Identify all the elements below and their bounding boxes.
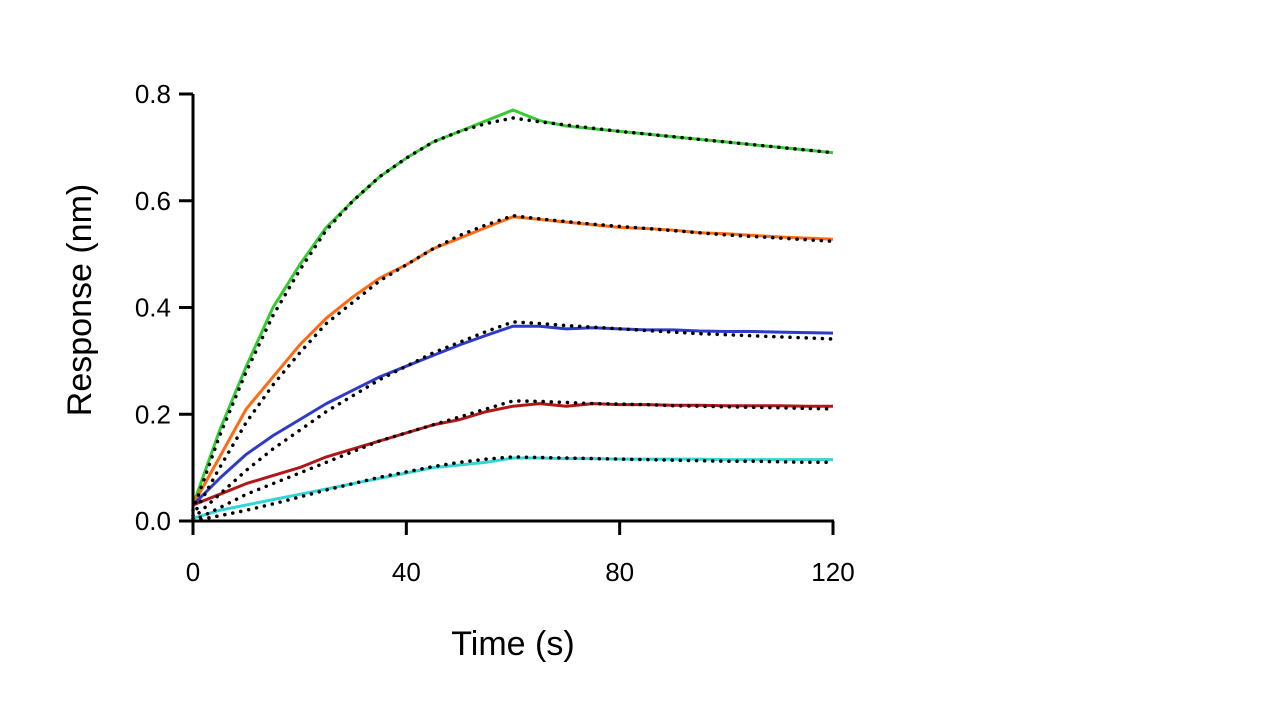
x-tick-label: 80 — [605, 557, 634, 587]
y-tick-label: 0.4 — [135, 293, 171, 323]
fit-line-1 — [191, 116, 835, 513]
series-line-2 — [191, 215, 834, 506]
y-tick-label: 0.6 — [135, 186, 171, 216]
x-tick-label: 0 — [186, 557, 200, 587]
y-tick-label: 0.8 — [135, 79, 171, 109]
axes: 0 40 80 120 0.0 0.2 0.4 0.6 0.8 — [135, 79, 855, 587]
fit-line-3 — [191, 320, 835, 521]
y-tick-label: 0.2 — [135, 399, 171, 429]
y-axis-title: Response (nm) — [61, 184, 99, 416]
y-axis-ticks: 0.0 0.2 0.4 0.6 0.8 — [135, 79, 193, 536]
x-tick-label: 120 — [811, 557, 854, 587]
series-line-1 — [191, 108, 834, 506]
x-axis-title: Time (s) — [451, 625, 574, 663]
series-line-3 — [191, 324, 834, 507]
plot-area — [191, 108, 835, 523]
series-line-5 — [192, 456, 833, 520]
fit-line-5 — [191, 455, 835, 523]
x-axis-ticks: 0 40 80 120 — [186, 521, 855, 587]
y-tick-label: 0.0 — [135, 506, 171, 536]
x-tick-label: 40 — [392, 557, 421, 587]
series-line-4 — [192, 402, 833, 507]
fit-line-2 — [191, 213, 835, 518]
